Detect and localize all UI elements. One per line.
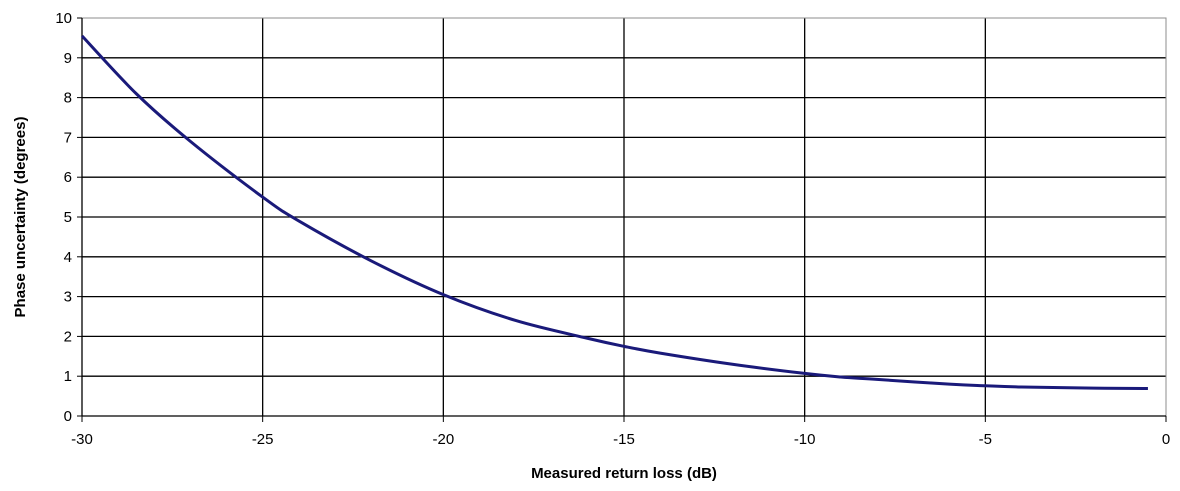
y-tick-label: 1 — [64, 368, 72, 385]
x-tick-label: -10 — [794, 431, 816, 448]
y-tick-label: 2 — [64, 328, 72, 345]
y-tick-label: 7 — [64, 129, 72, 146]
grid — [82, 18, 1166, 416]
x-tick-label: -5 — [979, 431, 992, 448]
x-tick-label: -20 — [432, 431, 454, 448]
x-tick-label: 0 — [1162, 431, 1170, 448]
y-tick-label: 0 — [64, 408, 72, 425]
ticks: 0 1 2 3 4 5 6 7 8 9 10 -30 -25 -20 -15 -10 -5 0 — [55, 10, 1170, 448]
y-axis-title: Phase uncertainty (degrees) — [12, 117, 29, 318]
x-tick-label: -30 — [71, 431, 93, 448]
y-tick-label: 3 — [64, 289, 72, 306]
y-tick-label: 8 — [64, 90, 72, 107]
x-tick-label: -15 — [613, 431, 635, 448]
y-tick-label: 5 — [64, 209, 72, 226]
x-tick-label: -25 — [252, 431, 274, 448]
y-tick-label: 6 — [64, 169, 72, 186]
y-tick-label: 9 — [64, 50, 72, 67]
x-axis-title: Measured return loss (dB) — [531, 465, 717, 482]
series — [80, 34, 1148, 391]
series-line-0 — [80, 34, 1148, 391]
y-tick-label: 4 — [64, 249, 72, 266]
y-tick-label: 10 — [55, 10, 72, 27]
